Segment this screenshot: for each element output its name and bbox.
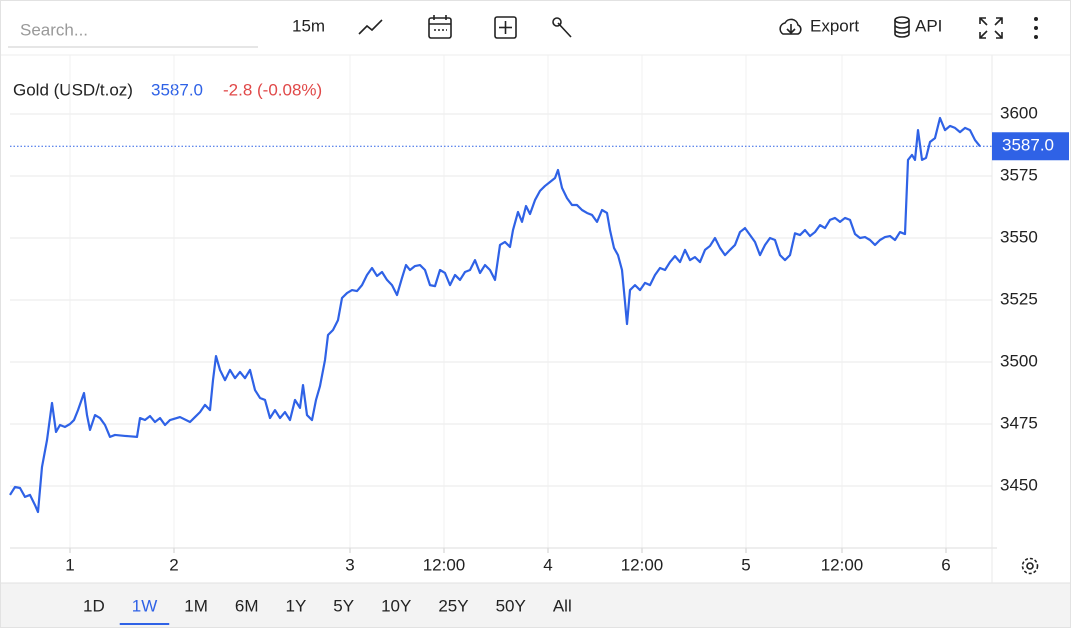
y-tick-label: 3550 [1000,227,1038,246]
x-tick-label: 12:00 [621,555,664,574]
range-button[interactable]: All [553,596,572,615]
y-tick-label: 3575 [1000,166,1038,185]
last-price-label: 3587.0 [1002,136,1054,155]
range-button[interactable]: 10Y [381,596,411,615]
y-tick-label: 3525 [1000,289,1038,308]
legend-price: 3587.0 [151,80,203,99]
export-button[interactable]: Export [779,16,859,35]
y-tick-label: 3450 [1000,475,1038,494]
grid [10,55,992,548]
search-input[interactable]: Search... [20,20,88,39]
range-button[interactable]: 50Y [496,596,526,615]
export-label: Export [810,16,859,35]
x-tick-label: 3 [345,555,354,574]
x-tick-label: 5 [741,555,750,574]
x-tick-label: 2 [169,555,178,574]
y-tick-label: 3600 [1000,104,1038,123]
compare-button[interactable] [494,16,517,39]
y-tick-label: 3475 [1000,413,1038,432]
x-tick-label: 12:00 [423,555,466,574]
interval-button[interactable]: 15m [292,16,325,35]
x-tick-label: 1 [65,555,74,574]
range-button[interactable]: 5Y [333,596,354,615]
api-label: API [915,16,942,35]
chart-type-button[interactable] [358,19,383,35]
range-button[interactable]: 25Y [438,596,468,615]
api-button[interactable]: API [894,16,942,38]
fullscreen-button[interactable] [979,17,1003,39]
range-button[interactable]: 1Y [285,596,306,615]
range-button[interactable]: 1M [184,596,208,615]
range-button[interactable]: 1D [83,596,105,615]
date-range-button[interactable] [428,15,452,39]
tools-button[interactable] [552,17,572,38]
range-button[interactable]: 6M [235,596,259,615]
legend-name: Gold (USD/t.oz) [13,80,133,99]
last-price-tag [992,132,1069,161]
menu-button[interactable] [1034,17,1038,39]
range-bar [1,583,1070,627]
x-tick-label: 6 [941,555,950,574]
y-tick-label: 3500 [1000,351,1038,370]
legend-change: -2.8 (-0.08%) [223,80,322,99]
range-button[interactable]: 1W [132,596,158,615]
price-line [9,116,981,514]
x-tick-label: 4 [543,555,552,574]
x-tick-label: 12:00 [821,555,864,574]
settings-button[interactable] [1021,557,1039,575]
